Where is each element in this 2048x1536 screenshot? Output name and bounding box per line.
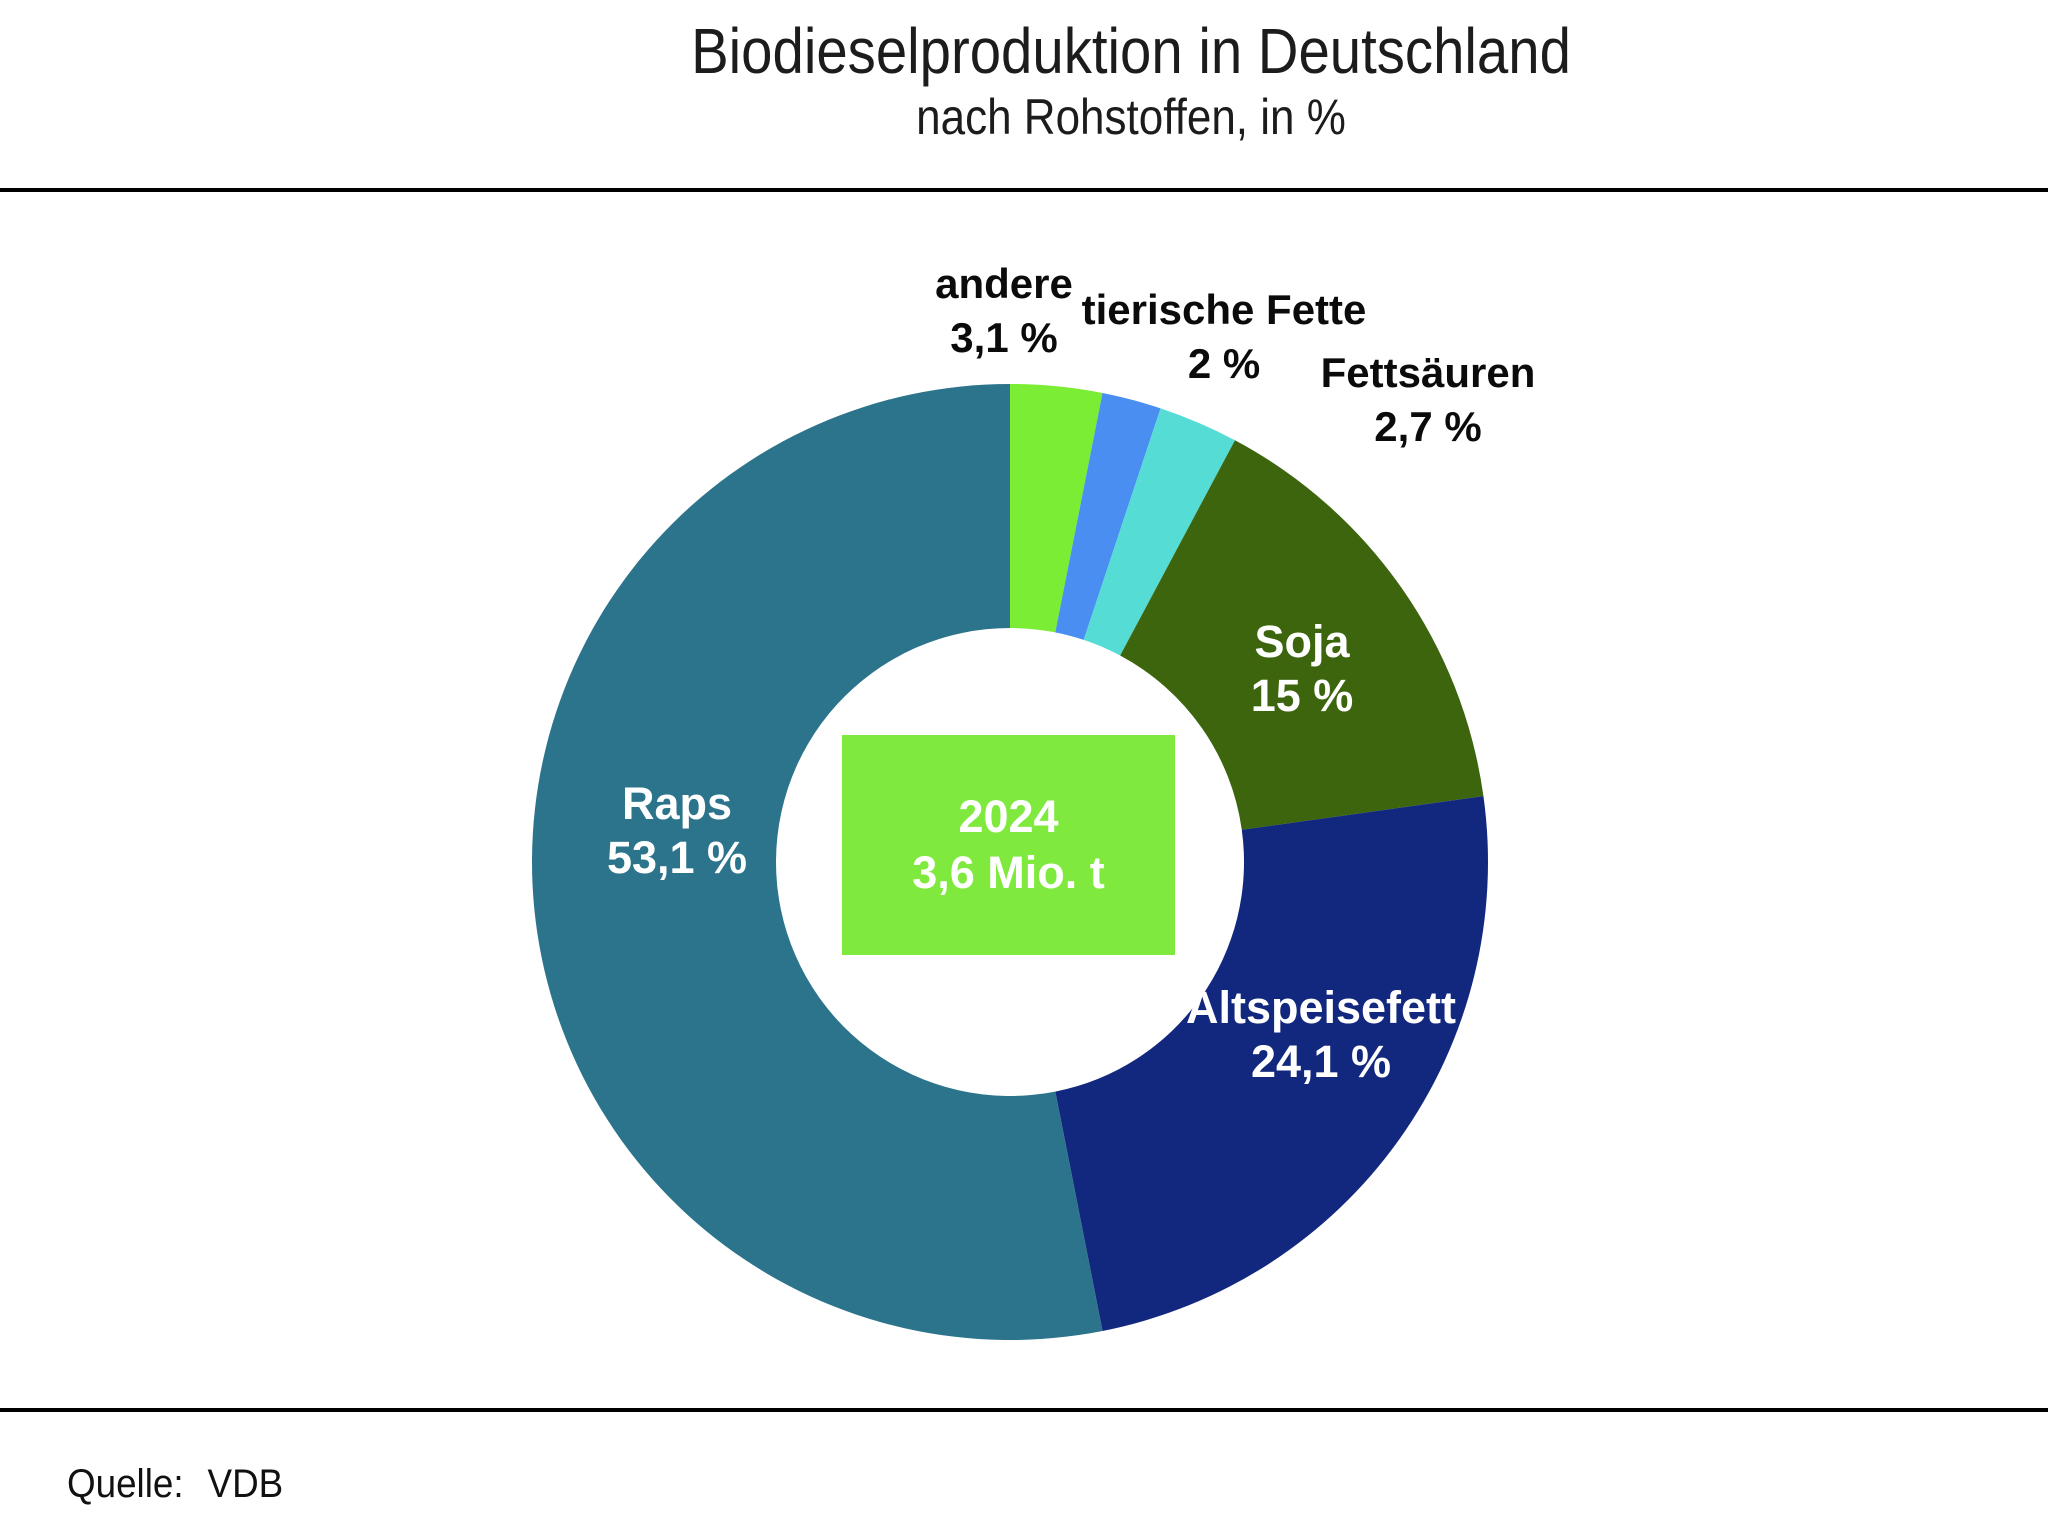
- center-total: 3,6 Mio. t: [912, 847, 1105, 898]
- segment-name: andere: [935, 260, 1073, 307]
- segment-label-tierische-fette: tierische Fette 2 %: [1082, 283, 1367, 391]
- donut-segment-raps: [531, 384, 1103, 1340]
- segment-label-andere: andere 3,1 %: [935, 257, 1073, 365]
- source-label: Quelle:: [67, 1462, 184, 1506]
- source-note: Quelle: VDB: [67, 1462, 283, 1507]
- segment-value: 2,7 %: [1374, 403, 1482, 450]
- segment-name: Altspeisefett: [1185, 982, 1457, 1033]
- segment-label-soja: Soja 15 %: [1251, 615, 1354, 723]
- page-title: Biodieselproduktion in Deutschland: [691, 15, 1571, 87]
- segment-label-fettsaeuren: Fettsäuren 2,7 %: [1321, 346, 1536, 454]
- segment-name: Raps: [621, 778, 733, 829]
- segment-label-raps: Raps 53,1 %: [607, 777, 747, 885]
- segment-value: 2 %: [1187, 340, 1261, 387]
- center-year: 2024: [958, 791, 1059, 842]
- donut-segment-soja: [1120, 440, 1484, 830]
- center-annotation-box: 2024 3,6 Mio. t: [842, 735, 1175, 955]
- segment-value: 53,1 %: [606, 832, 748, 883]
- donut-segment-fetts-uren: [1083, 408, 1235, 656]
- page-subtitle: nach Rohstoffen, in %: [916, 89, 1346, 145]
- segment-name: Soja: [1254, 616, 1350, 667]
- source-value: VDB: [207, 1462, 284, 1506]
- donut-chart: [531, 384, 1488, 1340]
- top-divider-line: [0, 188, 2048, 192]
- segment-value: 15 %: [1250, 670, 1354, 721]
- segment-name: tierische Fette: [1081, 286, 1367, 333]
- segment-name: Fettsäuren: [1320, 349, 1536, 396]
- segment-label-altspeisefett: Altspeisefett 24,1 %: [1186, 981, 1456, 1089]
- donut-segment-tierische-fette: [1055, 393, 1161, 640]
- bottom-divider-line: [0, 1408, 2048, 1412]
- segment-value: 24,1 %: [1250, 1036, 1392, 1087]
- donut-segment-altspeisefett: [1055, 796, 1488, 1331]
- donut-segment-andere: [1010, 384, 1103, 633]
- segment-value: 3,1 %: [950, 314, 1058, 361]
